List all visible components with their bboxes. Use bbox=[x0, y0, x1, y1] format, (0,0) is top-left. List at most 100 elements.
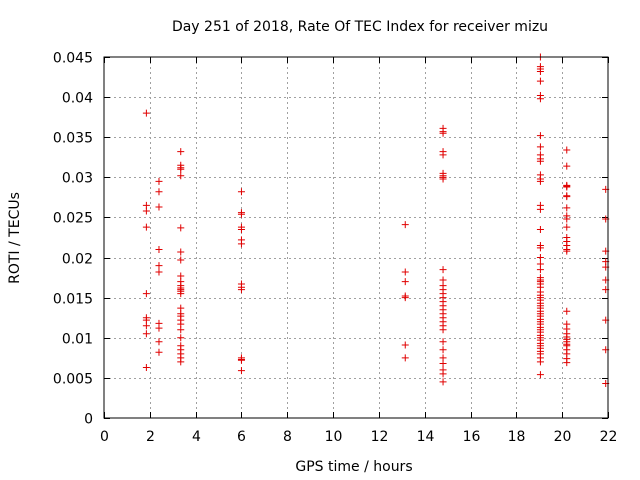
axis-ticks bbox=[104, 57, 609, 419]
data-point bbox=[536, 95, 544, 103]
data-point bbox=[536, 371, 544, 379]
data-point bbox=[237, 356, 245, 364]
data-point bbox=[177, 248, 185, 256]
x-axis-label: GPS time / hours bbox=[295, 459, 412, 475]
x-tick-label: 8 bbox=[283, 429, 292, 445]
data-point bbox=[177, 148, 185, 156]
data-point bbox=[155, 268, 163, 276]
chart-title: Day 251 of 2018, Rate Of TEC Index for r… bbox=[172, 19, 548, 35]
data-point bbox=[536, 157, 544, 165]
y-tick-labels: 0 0.005 0.01 0.015 0.02 0.025 0.03 0.035 0.04 0.0… bbox=[53, 51, 93, 428]
y-tick-label: 0.035 bbox=[53, 131, 93, 147]
data-point bbox=[155, 348, 163, 356]
y-tick-label: 0.01 bbox=[62, 332, 93, 348]
x-tick-label: 12 bbox=[371, 429, 389, 445]
data-point bbox=[401, 221, 409, 229]
y-tick-label: 0.04 bbox=[62, 91, 93, 107]
data-point bbox=[536, 67, 544, 75]
x-tick-label: 22 bbox=[600, 429, 618, 445]
data-point bbox=[536, 132, 544, 140]
data-point bbox=[177, 358, 185, 366]
y-tick-label: 0.005 bbox=[53, 372, 93, 388]
data-point bbox=[439, 359, 447, 367]
data-point bbox=[142, 290, 150, 298]
data-point bbox=[155, 203, 163, 211]
data-point bbox=[155, 338, 163, 346]
data-point bbox=[401, 278, 409, 286]
data-point bbox=[439, 338, 447, 346]
data-point bbox=[563, 223, 571, 231]
data-point bbox=[155, 246, 163, 254]
plot-frame bbox=[103, 56, 609, 419]
data-point bbox=[237, 225, 245, 233]
data-point bbox=[177, 256, 185, 264]
data-point bbox=[536, 358, 544, 366]
y-tick-label: 0.03 bbox=[62, 171, 93, 187]
y-tick-label: 0.045 bbox=[53, 51, 93, 67]
data-point bbox=[536, 225, 544, 233]
data-point bbox=[563, 307, 571, 315]
data-point bbox=[177, 172, 185, 180]
data-point bbox=[177, 334, 185, 342]
data-point bbox=[142, 322, 150, 330]
data-point bbox=[563, 183, 571, 191]
x-tick-label: 10 bbox=[325, 429, 343, 445]
data-point bbox=[439, 175, 447, 183]
y-tick-label: 0 bbox=[84, 412, 93, 428]
y-tick-label: 0.02 bbox=[62, 252, 93, 268]
data-point bbox=[439, 266, 447, 274]
x-tick-labels: 0 2 4 6 8 10 12 14 16 18 20 22 bbox=[100, 429, 617, 445]
data-point bbox=[155, 188, 163, 196]
data-point bbox=[536, 77, 544, 85]
data-point bbox=[155, 262, 163, 270]
data-point bbox=[237, 210, 245, 218]
data-point bbox=[401, 294, 409, 302]
data-point bbox=[155, 177, 163, 185]
data-point bbox=[536, 244, 544, 252]
y-axis-label: ROTI / TECUs bbox=[7, 192, 23, 284]
data-point bbox=[563, 193, 571, 201]
data-point bbox=[563, 204, 571, 212]
data-points bbox=[142, 53, 610, 388]
data-point bbox=[563, 359, 571, 367]
data-point bbox=[155, 324, 163, 332]
data-point bbox=[536, 205, 544, 213]
data-point bbox=[237, 367, 245, 375]
data-point bbox=[563, 215, 571, 223]
x-tick-label: 20 bbox=[554, 429, 572, 445]
data-point bbox=[563, 247, 571, 255]
data-point bbox=[177, 165, 185, 173]
data-point bbox=[142, 223, 150, 231]
data-point bbox=[439, 370, 447, 378]
data-point bbox=[401, 268, 409, 276]
data-point bbox=[401, 341, 409, 349]
data-point bbox=[536, 266, 544, 274]
x-tick-label: 2 bbox=[146, 429, 155, 445]
x-tick-label: 0 bbox=[100, 429, 109, 445]
grid-lines bbox=[104, 57, 608, 418]
data-point bbox=[563, 162, 571, 170]
data-point bbox=[237, 286, 245, 294]
data-point bbox=[439, 346, 447, 354]
data-point bbox=[237, 188, 245, 196]
data-point bbox=[563, 146, 571, 154]
data-point bbox=[177, 224, 185, 232]
data-point bbox=[536, 254, 544, 262]
x-tick-label: 6 bbox=[237, 429, 246, 445]
data-point bbox=[536, 177, 544, 185]
data-point bbox=[142, 207, 150, 215]
data-point bbox=[439, 378, 447, 386]
data-point bbox=[401, 354, 409, 362]
data-point bbox=[177, 290, 185, 298]
data-point bbox=[142, 109, 150, 117]
x-tick-label: 18 bbox=[508, 429, 526, 445]
data-point bbox=[142, 330, 150, 338]
data-point bbox=[237, 240, 245, 248]
x-tick-label: 16 bbox=[463, 429, 481, 445]
data-point bbox=[439, 326, 447, 334]
x-tick-label: 4 bbox=[192, 429, 201, 445]
y-tick-label: 0.025 bbox=[53, 211, 93, 227]
data-point bbox=[439, 129, 447, 137]
y-tick-label: 0.015 bbox=[53, 292, 93, 308]
